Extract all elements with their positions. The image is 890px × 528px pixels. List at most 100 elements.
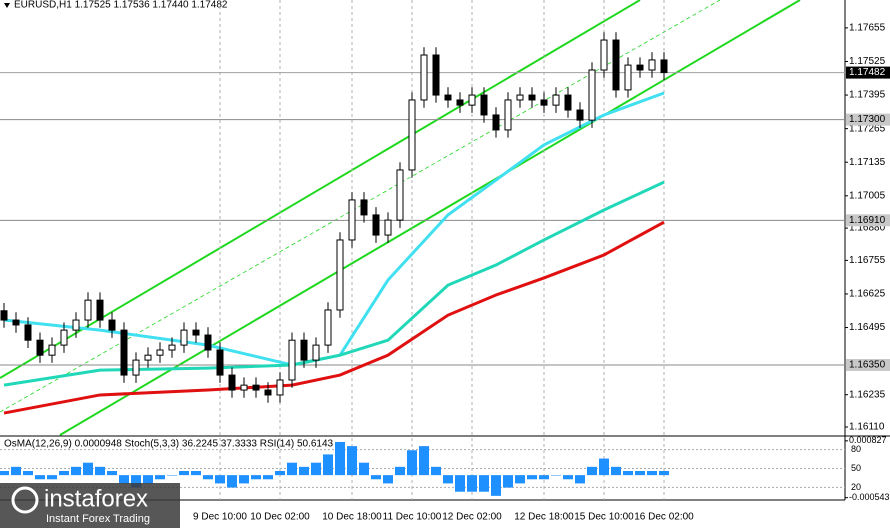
candle-body xyxy=(252,384,260,391)
candle-body xyxy=(192,329,200,336)
candle-body xyxy=(588,69,596,121)
osma-bar xyxy=(263,475,273,480)
osma-bar xyxy=(419,446,429,476)
candle-body xyxy=(48,344,56,356)
osma-bar xyxy=(539,475,549,480)
level-label: 1.16350 xyxy=(849,360,886,371)
osma-bar xyxy=(215,475,225,484)
candle-body xyxy=(264,389,272,396)
y-tick-label: 1.16495 xyxy=(849,322,886,333)
osma-bar xyxy=(587,466,597,476)
indicator-title: OsMA(12,26,9) 0.0000948 Stoch(5,3,3) 36.… xyxy=(4,439,334,450)
y-tick-label: 0.000827 xyxy=(849,435,887,445)
osma-bar xyxy=(323,454,333,476)
last-price-label: 1.17482 xyxy=(849,67,886,78)
moving-average xyxy=(3,180,665,387)
candle-body xyxy=(36,339,44,356)
candle-body xyxy=(420,54,428,101)
candle-body xyxy=(660,59,668,74)
osma-bar xyxy=(467,475,477,492)
channel-upper xyxy=(0,0,641,379)
osma-bar xyxy=(491,475,501,496)
osma-bar xyxy=(479,475,489,492)
y-tick-label: 1.16880 xyxy=(849,223,886,234)
osma-bar xyxy=(347,446,357,476)
y2-tick-label: 80 xyxy=(851,444,861,454)
candle-body xyxy=(288,339,296,381)
candle-body xyxy=(492,114,500,131)
osma-bar xyxy=(623,470,633,476)
osma-bar xyxy=(167,475,177,476)
candle-body xyxy=(72,319,80,331)
candle-body xyxy=(480,94,488,116)
candle-body xyxy=(240,384,248,391)
candle-body xyxy=(12,319,20,326)
candle-body xyxy=(456,99,464,106)
osma-bar xyxy=(371,475,381,480)
osma-bar xyxy=(299,466,309,476)
y2-tick-label: 50 xyxy=(851,463,861,473)
osma-bar xyxy=(647,470,657,476)
x-tick-label: 12 Dec 18:00 xyxy=(514,512,574,523)
osma-bar xyxy=(23,470,33,476)
symbol-icon xyxy=(4,3,10,8)
level-label: 1.16910 xyxy=(849,215,886,226)
channel-middle xyxy=(0,0,721,413)
candle-body xyxy=(552,94,560,106)
y-tick-label: 1.17005 xyxy=(849,190,886,201)
chart-title: EURUSD,H1 1.17525 1.17536 1.17440 1.1748… xyxy=(14,0,228,11)
candle-body xyxy=(516,94,524,101)
candle-body xyxy=(564,94,572,111)
x-tick-label: 16 Dec 02:00 xyxy=(634,512,694,523)
y-tick-label: 1.16755 xyxy=(849,255,886,266)
last-price-bg xyxy=(846,66,890,79)
candle-body xyxy=(408,99,416,171)
y2-tick-label: 20 xyxy=(851,482,861,492)
candle-body xyxy=(624,64,632,91)
candle-body xyxy=(384,219,392,236)
osma-bar xyxy=(359,462,369,476)
candle-body xyxy=(96,299,104,321)
x-tick-label: 11 Dec 10:00 xyxy=(383,512,442,523)
osma-bar xyxy=(551,475,561,476)
candle-body xyxy=(648,59,656,71)
osma-bar xyxy=(239,475,249,484)
watermark-logo xyxy=(11,486,39,514)
osma-bar xyxy=(83,462,93,476)
osma-bar xyxy=(11,466,21,476)
candle-body xyxy=(444,94,452,101)
candle-body xyxy=(576,109,584,121)
osma-bar xyxy=(311,462,321,476)
watermark-tagline: Instant Forex Trading xyxy=(46,513,150,525)
osma-bar xyxy=(599,458,609,476)
candle-body xyxy=(540,99,548,106)
osma-bar xyxy=(95,466,105,476)
candle-body xyxy=(132,359,140,376)
candle-body xyxy=(324,309,332,346)
candle-body xyxy=(180,329,188,346)
osma-bar xyxy=(515,475,525,484)
candle-body xyxy=(228,374,236,391)
candle-body xyxy=(216,349,224,376)
candle-body xyxy=(636,64,644,71)
osma-bar xyxy=(251,475,261,480)
x-tick-label: 10 Dec 18:00 xyxy=(322,512,382,523)
osma-bar xyxy=(47,475,57,480)
y-tick-label: 1.17655 xyxy=(849,23,886,34)
osma-bar xyxy=(227,475,237,488)
candle-body xyxy=(276,379,284,396)
level-label-bg xyxy=(846,358,890,371)
candle-body xyxy=(84,299,92,321)
candle-body xyxy=(204,334,212,351)
candle-body xyxy=(24,324,32,341)
candle-body xyxy=(0,310,8,321)
osma-bar xyxy=(395,466,405,476)
osma-bar xyxy=(191,470,201,476)
x-tick-label: 9 Dec 10:00 xyxy=(193,512,247,523)
candle-body xyxy=(120,329,128,376)
y-tick-label: 1.16110 xyxy=(849,422,885,433)
osma-bar xyxy=(0,470,9,476)
osma-bar xyxy=(527,475,537,480)
